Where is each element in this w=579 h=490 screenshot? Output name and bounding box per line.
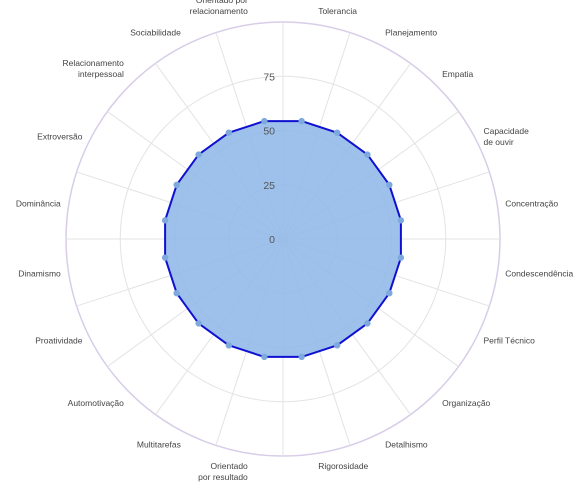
category-label: Rigorosidade <box>318 461 368 471</box>
data-point <box>298 353 305 361</box>
data-point <box>195 320 202 327</box>
category-label: Condescendência <box>505 269 573 279</box>
tick-label: 75 <box>263 71 275 83</box>
category-label: Extroversão <box>37 131 83 141</box>
data-point <box>195 151 202 158</box>
category-labels: Tolerancia Planejamento Empatia Capacidade d… <box>16 0 574 482</box>
category-label: Planejamento <box>385 28 437 38</box>
category-label: Orientado por resultado <box>198 461 248 482</box>
category-label: Capacidade de ouvir <box>483 126 529 147</box>
data-point <box>386 181 393 189</box>
data-point <box>364 320 371 327</box>
category-label: Organização <box>442 398 490 408</box>
data-point <box>161 217 169 224</box>
data-point <box>161 254 169 261</box>
data-point <box>173 181 180 189</box>
radar-series <box>161 117 405 361</box>
category-label: Empatia <box>442 69 473 79</box>
category-label: Sociabilidade <box>130 28 181 38</box>
data-point <box>386 289 393 297</box>
data-point <box>298 117 305 125</box>
data-point <box>173 289 180 297</box>
data-point <box>261 353 268 361</box>
category-label: Automotivação <box>68 398 124 408</box>
category-label: Dinamismo <box>18 269 61 279</box>
category-label: Orientado porrelacionamento <box>190 0 248 16</box>
tick-label: 25 <box>263 180 275 192</box>
data-point <box>364 151 371 158</box>
category-label: Dominância <box>16 198 61 208</box>
category-label: Relacionamento interpessoal <box>62 58 124 79</box>
data-point <box>397 254 405 261</box>
radial-tick-labels: 0 25 50 75 <box>263 71 275 246</box>
data-point <box>225 129 233 136</box>
data-point <box>333 129 341 136</box>
tick-label: 50 <box>263 126 275 138</box>
category-label: Detalhismo <box>385 439 428 449</box>
category-label: Proatividade <box>35 336 83 346</box>
data-point <box>333 342 341 349</box>
category-label: Multitarefas <box>137 439 181 449</box>
data-point <box>397 217 405 224</box>
category-label: Perfil Técnico <box>483 336 535 346</box>
data-point <box>261 117 268 125</box>
category-label: Tolerancia <box>318 6 357 16</box>
tick-label: 0 <box>269 234 275 246</box>
data-point <box>225 342 233 349</box>
category-label: Concentração <box>505 198 558 208</box>
